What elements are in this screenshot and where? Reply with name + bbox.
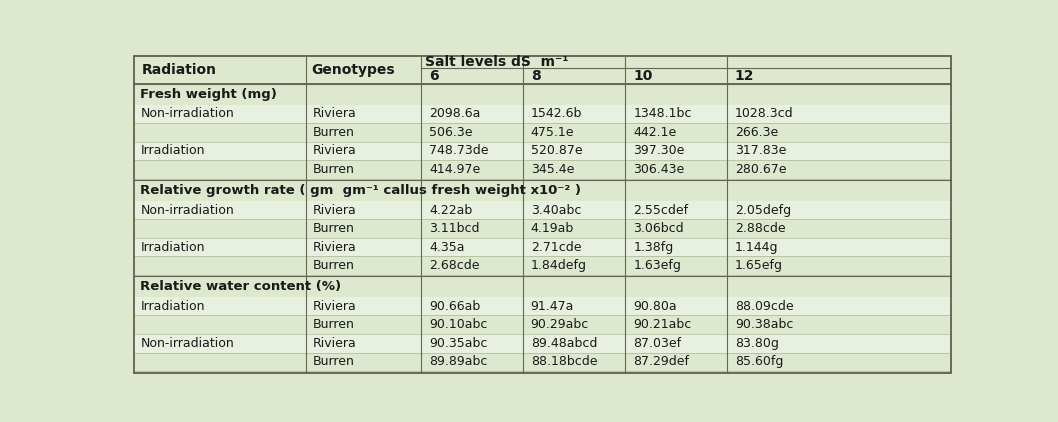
Text: Riviera: Riviera — [313, 144, 357, 157]
Bar — [134, 276, 950, 297]
Text: 90.29abc: 90.29abc — [531, 318, 589, 331]
Text: 90.38abc: 90.38abc — [735, 318, 794, 331]
Text: 8: 8 — [531, 69, 541, 83]
Text: 90.10abc: 90.10abc — [430, 318, 488, 331]
Text: 12: 12 — [735, 69, 754, 83]
Text: 280.67e: 280.67e — [735, 163, 786, 176]
Text: 3.11bcd: 3.11bcd — [430, 222, 479, 235]
Text: 2.68cde: 2.68cde — [430, 259, 479, 272]
Text: Burren: Burren — [313, 318, 354, 331]
Text: 1.38fg: 1.38fg — [634, 241, 674, 254]
Text: 345.4e: 345.4e — [531, 163, 574, 176]
Text: 85.60fg: 85.60fg — [735, 355, 783, 368]
Text: 87.03ef: 87.03ef — [634, 337, 681, 350]
Text: Irradiation: Irradiation — [141, 241, 205, 254]
Text: 306.43e: 306.43e — [634, 163, 685, 176]
Text: Relative growth rate ( gm  gm⁻¹ callus fresh weight x10⁻² ): Relative growth rate ( gm gm⁻¹ callus fr… — [141, 184, 582, 197]
Text: Riviera: Riviera — [313, 300, 357, 313]
Text: 2.88cde: 2.88cde — [735, 222, 785, 235]
Text: 748.73de: 748.73de — [430, 144, 489, 157]
Text: Burren: Burren — [313, 163, 354, 176]
Text: Irradiation: Irradiation — [141, 300, 205, 313]
Bar — [134, 180, 950, 201]
Text: Relative water content (%): Relative water content (%) — [141, 280, 342, 293]
Text: 2.71cde: 2.71cde — [531, 241, 581, 254]
Text: Burren: Burren — [313, 126, 354, 139]
Text: Non-irradiation: Non-irradiation — [141, 107, 234, 120]
Text: 4.35a: 4.35a — [430, 241, 464, 254]
Text: 2.55cdef: 2.55cdef — [634, 203, 689, 216]
Text: Burren: Burren — [313, 222, 354, 235]
Bar — [134, 142, 950, 160]
Bar — [134, 219, 950, 238]
Text: 266.3e: 266.3e — [735, 126, 779, 139]
Text: 414.97e: 414.97e — [430, 163, 480, 176]
Text: 90.66ab: 90.66ab — [430, 300, 480, 313]
Text: 4.19ab: 4.19ab — [531, 222, 574, 235]
Text: 3.06bcd: 3.06bcd — [634, 222, 683, 235]
Text: 1028.3cd: 1028.3cd — [735, 107, 794, 120]
Text: 87.29def: 87.29def — [634, 355, 689, 368]
Bar — [134, 297, 950, 316]
Text: 88.18bcde: 88.18bcde — [531, 355, 598, 368]
Bar — [134, 105, 950, 123]
Bar — [134, 160, 950, 179]
Text: Fresh weight (mg): Fresh weight (mg) — [141, 88, 277, 101]
Text: Riviera: Riviera — [313, 337, 357, 350]
Bar — [134, 84, 950, 105]
Text: 3.40abc: 3.40abc — [531, 203, 581, 216]
Text: 83.80g: 83.80g — [735, 337, 779, 350]
Text: 10: 10 — [634, 69, 653, 83]
Text: 317.83e: 317.83e — [735, 144, 786, 157]
Bar — [134, 256, 950, 275]
Text: 90.21abc: 90.21abc — [634, 318, 692, 331]
Text: 1348.1bc: 1348.1bc — [634, 107, 692, 120]
Text: Burren: Burren — [313, 259, 354, 272]
Text: 1.84defg: 1.84defg — [531, 259, 587, 272]
Text: Salt levels dS  m⁻¹: Salt levels dS m⁻¹ — [425, 55, 568, 69]
Bar — [134, 123, 950, 142]
Text: 90.80a: 90.80a — [634, 300, 677, 313]
Text: 88.09cde: 88.09cde — [735, 300, 794, 313]
Text: 1542.6b: 1542.6b — [531, 107, 582, 120]
Text: 1.63efg: 1.63efg — [634, 259, 681, 272]
Text: 475.1e: 475.1e — [531, 126, 574, 139]
Text: Burren: Burren — [313, 355, 354, 368]
Text: 442.1e: 442.1e — [634, 126, 676, 139]
Text: Non-irradiation: Non-irradiation — [141, 337, 234, 350]
Text: 90.35abc: 90.35abc — [430, 337, 488, 350]
Text: 1.144g: 1.144g — [735, 241, 779, 254]
Bar — [134, 238, 950, 256]
Text: 2098.6a: 2098.6a — [430, 107, 480, 120]
Bar — [134, 352, 950, 371]
Text: 2.05defg: 2.05defg — [735, 203, 791, 216]
Bar — [134, 201, 950, 219]
Text: 4.22ab: 4.22ab — [430, 203, 472, 216]
Text: 520.87e: 520.87e — [531, 144, 582, 157]
Text: Riviera: Riviera — [313, 107, 357, 120]
Text: Radiation: Radiation — [142, 63, 216, 77]
Text: Genotypes: Genotypes — [311, 63, 395, 77]
Text: 397.30e: 397.30e — [634, 144, 685, 157]
Bar — [134, 56, 950, 84]
Text: Irradiation: Irradiation — [141, 144, 205, 157]
Text: Riviera: Riviera — [313, 203, 357, 216]
Text: 6: 6 — [430, 69, 439, 83]
Text: Riviera: Riviera — [313, 241, 357, 254]
Text: 89.48abcd: 89.48abcd — [531, 337, 597, 350]
Text: Non-irradiation: Non-irradiation — [141, 203, 234, 216]
Text: 89.89abc: 89.89abc — [430, 355, 488, 368]
Text: 1.65efg: 1.65efg — [735, 259, 783, 272]
Text: 91.47a: 91.47a — [531, 300, 574, 313]
Text: 506.3e: 506.3e — [430, 126, 473, 139]
Bar — [134, 316, 950, 334]
Bar — [134, 334, 950, 352]
